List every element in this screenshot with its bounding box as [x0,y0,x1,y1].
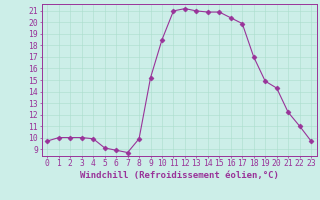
X-axis label: Windchill (Refroidissement éolien,°C): Windchill (Refroidissement éolien,°C) [80,171,279,180]
